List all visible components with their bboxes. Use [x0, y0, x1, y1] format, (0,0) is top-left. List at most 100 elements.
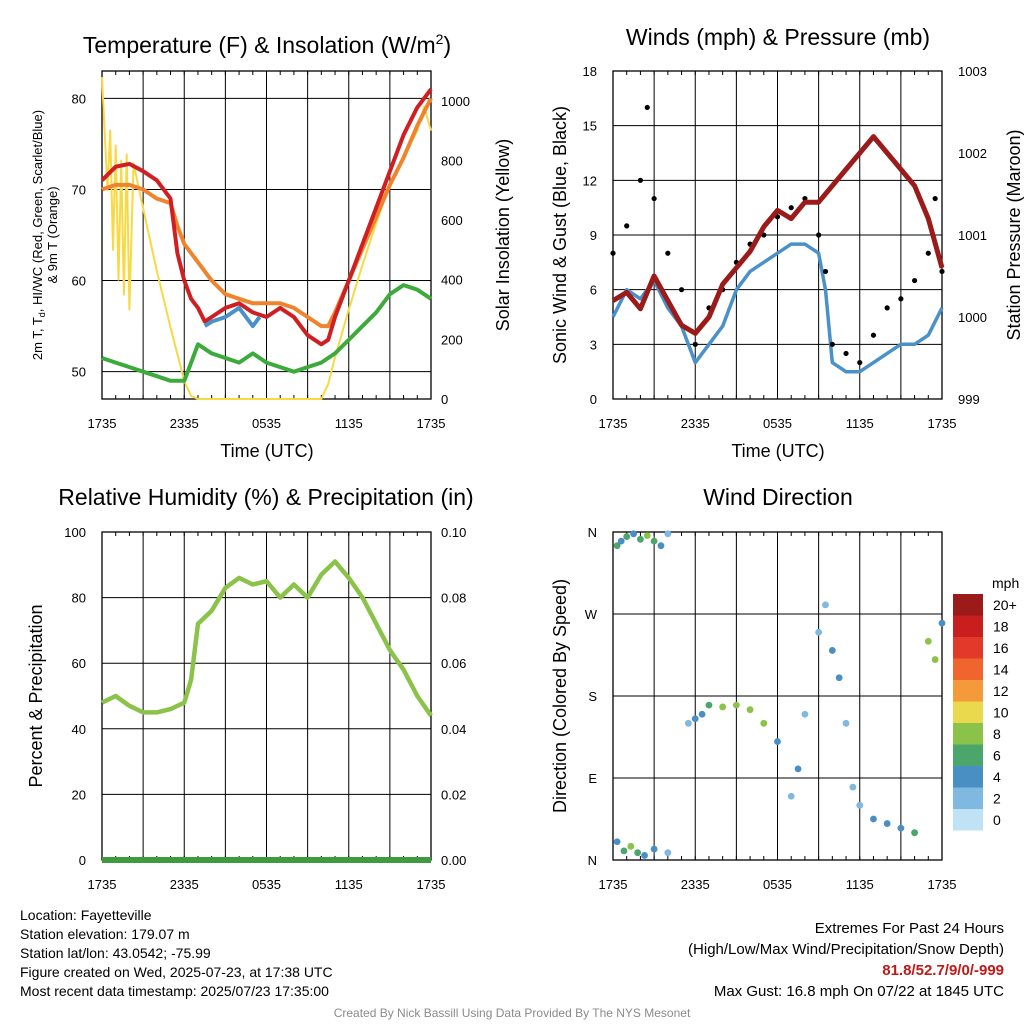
legend-label: 16: [993, 640, 1009, 656]
direction-point: [664, 849, 672, 857]
gust-point: [822, 268, 829, 275]
x-tick-label: 1135: [335, 416, 363, 431]
rh-ylabel: Percent & Precipitation: [26, 604, 46, 787]
speed-legend: mph 20+ 18 16 14 12 10 8 6 4 2 0: [953, 575, 1019, 831]
direction-point: [650, 845, 658, 853]
series-line: [101, 559, 433, 717]
legend-label: 20+: [993, 597, 1017, 613]
y-tick-label-right: 1002: [958, 146, 987, 161]
y-tick-label-left: W: [585, 607, 598, 622]
direction-point: [856, 801, 864, 809]
gust-point: [624, 223, 630, 229]
gust-point: [925, 250, 931, 256]
direction-point: [637, 535, 644, 543]
temp-ylabel-right: Solar Insolation (Yellow): [493, 139, 513, 331]
direction-point: [664, 530, 672, 538]
legend-label: 12: [993, 683, 1009, 699]
x-tick-label: 0535: [252, 877, 281, 892]
legend-swatch: [953, 680, 983, 702]
max-gust-text: Max Gust: 16.8 mph On 07/22 at 1845 UTC: [713, 983, 1004, 1000]
plot-frame: [612, 531, 943, 861]
series-line: [611, 134, 945, 336]
extremes-info: Extremes For Past 24 Hours (High/Low/Max…: [688, 918, 1004, 1002]
y-tick-label-left: N: [588, 853, 597, 868]
gust-point: [857, 359, 863, 366]
x-tick-label: 2335: [170, 877, 199, 892]
y-tick-label-right: 0: [441, 392, 448, 407]
direction-point: [623, 533, 631, 540]
legend-label: 14: [993, 662, 1009, 678]
series-line: [100, 87, 433, 347]
temp-panel-title: Temperature (F) & Insolation (W/m2): [83, 31, 451, 58]
wind-plot-area: 1735 2335 0535 1135 173503691215189991000100…: [583, 64, 987, 431]
gust-point: [651, 195, 657, 202]
direction-point: [746, 706, 754, 714]
gust-point: [644, 104, 650, 111]
rh-plot-area: 1735 2335 0535 1135 17350204060801000.000.02…: [64, 525, 466, 892]
x-tick-label: 0535: [763, 416, 792, 431]
x-tick-label: 1735: [928, 416, 957, 431]
legend-swatch: [953, 809, 983, 831]
direction-point: [883, 820, 891, 827]
gust-point: [610, 250, 616, 256]
legend-swatch: [953, 701, 983, 723]
wind-ylabel-left: Sonic Wind & Gust (Blue, Black): [550, 106, 570, 364]
y-tick-label-left: 0: [79, 853, 86, 868]
gust-point: [843, 350, 849, 357]
extremes-subtitle: (High/Low/Max Wind/Precipitation/Snow De…: [688, 941, 1004, 958]
y-tick-label-right: 0.10: [441, 525, 466, 540]
station-info: Location: Fayetteville Station elevation…: [20, 906, 333, 1001]
y-tick-label-left: 15: [583, 119, 597, 134]
gust-point: [898, 296, 904, 302]
legend-swatch: [953, 658, 983, 680]
direction-point: [627, 842, 635, 850]
temp-ylabel-line2: & 9m T (Orange): [45, 186, 60, 283]
direction-point: [801, 710, 809, 718]
temp-xlabel: Time (UTC): [220, 441, 313, 461]
series-line: [101, 283, 433, 383]
y-tick-label-right: 600: [441, 213, 463, 228]
y-tick-label-left: 40: [72, 722, 86, 737]
direction-point: [787, 792, 795, 800]
x-tick-label: 2335: [681, 416, 710, 431]
y-tick-label-left: 100: [64, 525, 86, 540]
direction-point: [634, 849, 642, 857]
y-tick-label-right: 0.04: [441, 722, 466, 737]
y-tick-label-left: 80: [72, 91, 86, 106]
y-tick-label-left: 3: [590, 337, 597, 352]
wind-panel-title: Winds (mph) & Pressure (mb): [626, 24, 930, 50]
direction-point: [657, 542, 665, 550]
direction-point: [815, 628, 823, 636]
direction-point: [691, 715, 699, 723]
wind-xlabel: Time (UTC): [731, 441, 824, 461]
direction-point: [870, 815, 877, 823]
direction-point: [924, 637, 932, 645]
direction-point: [911, 829, 918, 837]
y-tick-label-right: 1000: [441, 94, 470, 109]
latlon-text: Station lat/lon: 43.0542; -75.99: [20, 945, 211, 961]
gust-point: [884, 305, 890, 311]
temp-ylabel-line1: 2m T, Td, HI/WC (Red, Green, Scarlet/Blu…: [30, 110, 47, 360]
y-tick-label-right: 200: [441, 332, 463, 347]
direction-point: [698, 710, 706, 718]
x-tick-label: 1735: [599, 877, 628, 892]
direction-point: [705, 701, 713, 709]
y-tick-label-left: N: [588, 525, 597, 540]
direction-point: [732, 701, 740, 709]
y-tick-label-left: 50: [72, 365, 86, 380]
dir-ylabel: Direction (Colored By Speed): [550, 579, 570, 813]
series-line: [101, 97, 433, 329]
gust-point: [637, 177, 644, 183]
direction-point: [774, 738, 781, 745]
legend-swatch: [953, 594, 983, 616]
direction-point: [630, 530, 637, 538]
legend-label: 8: [993, 726, 1001, 742]
x-tick-label: 1135: [335, 877, 363, 892]
rh-panel-title: Relative Humidity (%) & Precipitation (i…: [58, 484, 473, 510]
gust-point: [678, 287, 685, 293]
extremes-title: Extremes For Past 24 Hours: [814, 920, 1004, 937]
legend-label: 2: [993, 791, 1001, 807]
y-tick-label-right: 0.06: [441, 656, 466, 671]
